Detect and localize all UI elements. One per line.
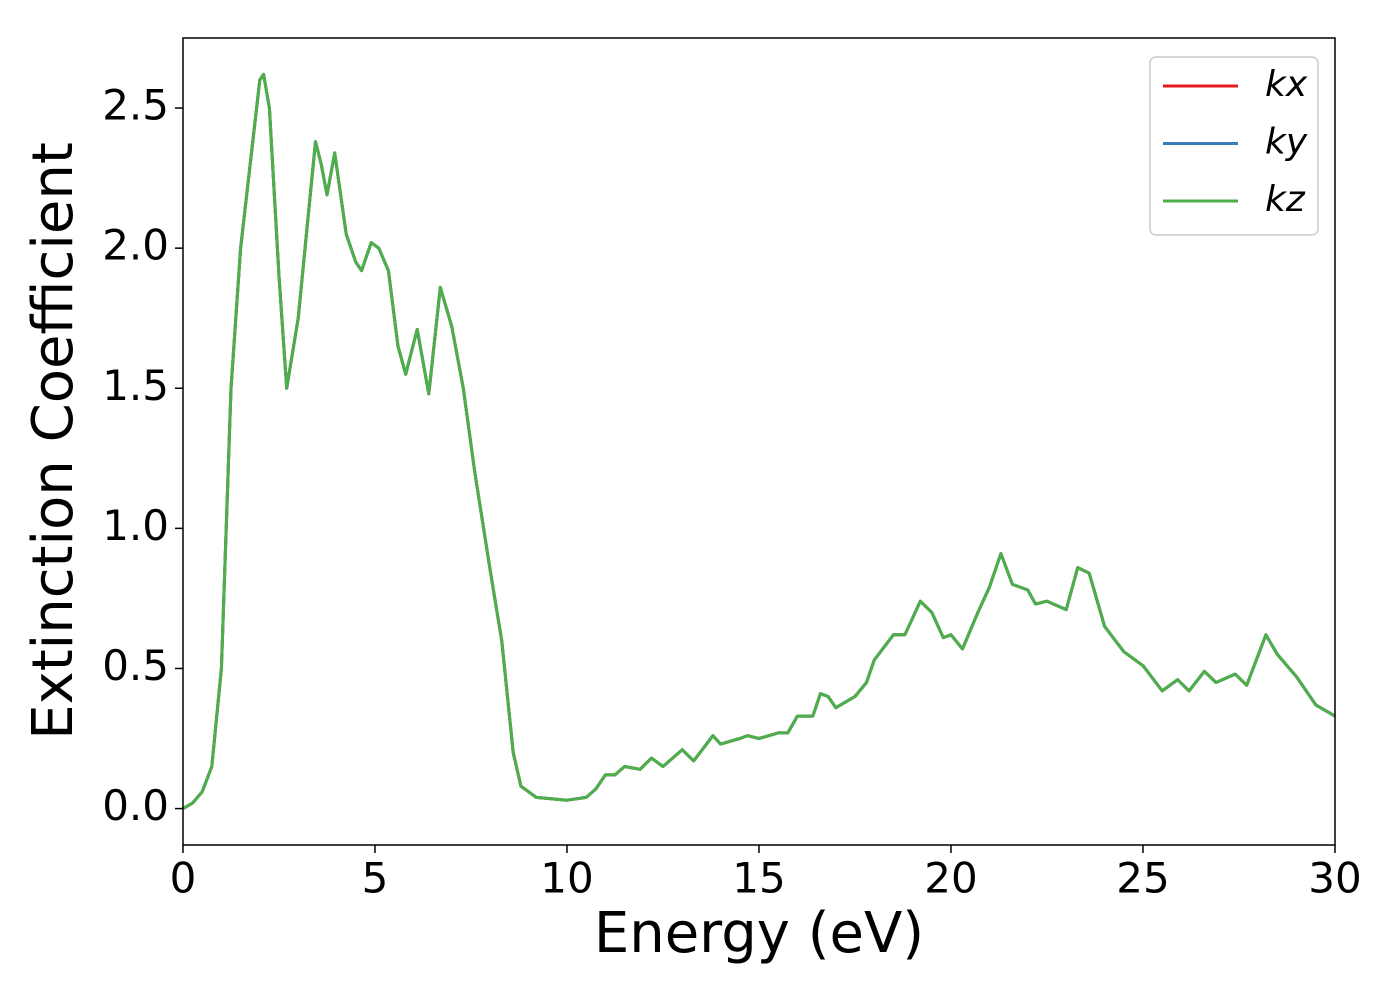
y-axis-label: Extinction Coefficient [21, 142, 86, 740]
x-tick-label: 5 [362, 854, 389, 903]
x-tick-label: 0 [170, 854, 197, 903]
y-tick-label: 2.0 [102, 221, 169, 270]
legend-label: kz [1265, 179, 1306, 220]
legend-box [1149, 56, 1319, 236]
x-tick-label: 20 [924, 854, 977, 903]
y-tick-label: 2.5 [102, 81, 169, 130]
legend-label: kx [1265, 64, 1308, 105]
legend-label: ky [1265, 122, 1308, 163]
plot-frame [182, 37, 1336, 846]
y-tick-label: 1.5 [102, 361, 169, 410]
x-tick-label: 30 [1308, 854, 1361, 903]
y-tick-label: 1.0 [102, 501, 169, 550]
y-tick-label: 0.0 [102, 781, 169, 830]
y-tick-label: 0.5 [102, 641, 169, 690]
x-tick-label: 15 [732, 854, 785, 903]
series-line [182, 72, 1336, 810]
x-axis-label: Energy (eV) [594, 901, 924, 966]
x-tick-label: 25 [1116, 854, 1169, 903]
x-tick-label: 10 [540, 854, 593, 903]
